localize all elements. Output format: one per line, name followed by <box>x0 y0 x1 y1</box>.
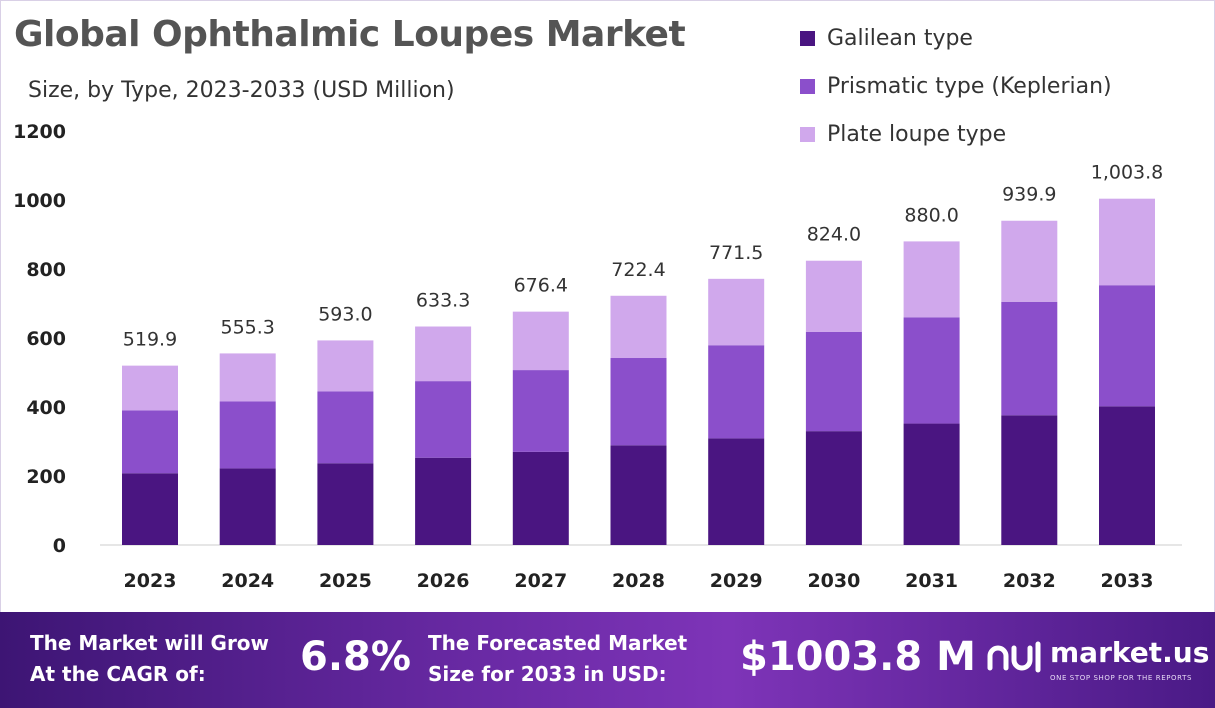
bar-segment <box>512 451 569 545</box>
bar-total-label: 880.0 <box>904 204 958 226</box>
market-size-label: The Forecasted Market Size for 2033 in U… <box>428 628 687 690</box>
y-tick-label: 1000 <box>13 190 66 212</box>
legend-item-plate: Plate loupe type <box>800 110 1112 158</box>
bar-segment <box>610 445 667 545</box>
bar-total-label: 519.9 <box>123 329 177 351</box>
bar-segment <box>317 391 374 464</box>
legend-label: Prismatic type (Keplerian) <box>827 73 1112 99</box>
bar-segment <box>708 345 765 439</box>
y-tick-label: 200 <box>26 466 66 488</box>
x-tick-label: 2032 <box>1003 570 1056 592</box>
cagr-label-line2: At the CAGR of: <box>30 662 206 686</box>
bar-segment <box>903 241 960 318</box>
legend-swatch <box>800 126 815 142</box>
bar-segment <box>805 331 862 432</box>
cagr-value: 6.8% <box>300 634 411 680</box>
stacked-bar-chart: 0 200 400 600 800 1000 1200 519.9 2023 555.3 2024 5… <box>13 121 1182 592</box>
bar-segment <box>512 311 569 371</box>
y-tick-label: 400 <box>26 397 66 419</box>
x-tick-label: 2023 <box>124 570 177 592</box>
cagr-label: The Market will Grow At the CAGR of: <box>30 628 269 690</box>
x-tick-label: 2031 <box>905 570 958 592</box>
bar-segment <box>415 457 472 545</box>
bar-segment <box>512 370 569 452</box>
bar-segment <box>122 365 178 411</box>
bar-segment <box>708 278 765 346</box>
market-size-label-line1: The Forecasted Market <box>428 631 688 655</box>
bar-total-label: 633.3 <box>416 290 470 312</box>
bar-segment <box>903 423 960 545</box>
bar-segment <box>122 473 178 545</box>
cagr-label-line1: The Market will Grow <box>30 631 270 655</box>
bar-segment <box>415 381 472 458</box>
bar-total-label: 771.5 <box>709 242 763 264</box>
market-us-logo-icon <box>987 641 1041 673</box>
x-tick-label: 2030 <box>807 570 860 592</box>
bar-segment <box>219 468 276 545</box>
bar-total-label: 722.4 <box>611 259 665 281</box>
x-tick-label: 2025 <box>319 570 372 592</box>
bar-segment <box>219 353 276 402</box>
bar-segment <box>805 260 862 332</box>
bar-segment <box>1001 301 1058 416</box>
x-tick-label: 2026 <box>417 570 470 592</box>
x-tick-label: 2029 <box>710 570 763 592</box>
bar-total-label: 555.3 <box>220 316 274 338</box>
legend: Galilean type Prismatic type (Keplerian)… <box>800 14 1112 158</box>
bar-total-label: 1,003.8 <box>1091 162 1164 184</box>
x-tick-label: 2028 <box>612 570 665 592</box>
legend-item-galilean: Galilean type <box>800 14 1112 62</box>
bar-segment <box>122 410 178 474</box>
chart-title: Global Ophthalmic Loupes Market <box>14 14 686 55</box>
y-tick-label: 0 <box>53 535 66 557</box>
footer-banner: The Market will Grow At the CAGR of: 6.8… <box>0 612 1215 708</box>
bar-segment <box>1099 198 1155 286</box>
chart-subtitle: Size, by Type, 2023-2033 (USD Million) <box>28 78 455 103</box>
bar-segment <box>415 326 472 382</box>
bar-total-label: 939.9 <box>1002 184 1056 206</box>
legend-label: Galilean type <box>827 25 973 51</box>
market-us-logo-tagline: ONE STOP SHOP FOR THE REPORTS <box>1050 674 1193 682</box>
y-tick-label: 800 <box>26 259 66 281</box>
bar-segment <box>903 317 960 424</box>
market-size-label-line2: Size for 2033 in USD: <box>428 662 667 686</box>
market-us-logo-text: market.us <box>1050 636 1210 669</box>
bar-segment <box>317 463 374 545</box>
bar-total-label: 676.4 <box>514 275 568 297</box>
bar-segment <box>1001 415 1058 545</box>
bar-segment <box>1099 285 1155 407</box>
bar-segment <box>708 438 765 545</box>
x-tick-label: 2024 <box>221 570 274 592</box>
y-tick-label: 600 <box>26 328 66 350</box>
bar-total-label: 824.0 <box>807 224 861 246</box>
bar-segment <box>805 431 862 545</box>
legend-item-prismatic: Prismatic type (Keplerian) <box>800 62 1112 110</box>
x-tick-label: 2033 <box>1101 570 1154 592</box>
market-size-value: $1003.8 M <box>740 634 976 680</box>
bar-segment <box>1001 220 1058 302</box>
x-tick-label: 2027 <box>514 570 567 592</box>
legend-label: Plate loupe type <box>827 121 1007 147</box>
bar-segment <box>317 340 374 392</box>
bar-segment <box>219 401 276 469</box>
bar-total-label: 593.0 <box>318 303 372 325</box>
y-tick-label: 1200 <box>13 121 66 143</box>
bar-segment <box>1099 406 1155 545</box>
legend-swatch <box>800 30 815 46</box>
legend-swatch <box>800 78 815 94</box>
bar-segment <box>610 358 667 446</box>
bar-segment <box>610 295 667 359</box>
